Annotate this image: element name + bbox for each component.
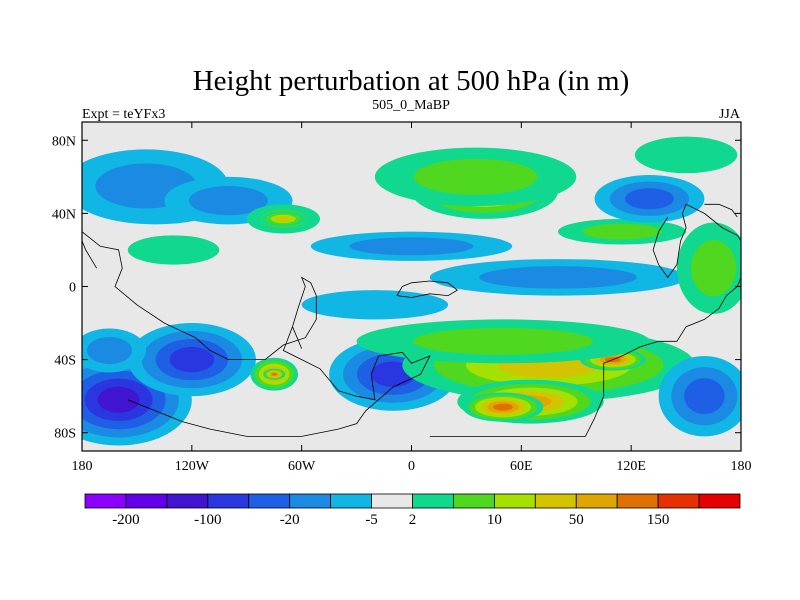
coastline-0: [82, 231, 317, 360]
colorbar-label: -200: [112, 512, 140, 528]
colorbar-label: 50: [569, 512, 584, 528]
colorbar-label: -100: [194, 512, 222, 528]
colorbar-swatch-11: [534, 493, 577, 509]
colorbar-label: -5: [365, 512, 378, 528]
x-tick-label: 120W: [175, 459, 210, 474]
colorbar-swatch-12: [575, 493, 618, 509]
contour-fill-layer: [82, 122, 741, 451]
anomaly-9-level-3: [625, 188, 674, 210]
colorbar-swatch-7: [371, 493, 413, 509]
anomaly-27-level-2: [691, 240, 737, 297]
anomaly-7-level-2: [413, 158, 538, 195]
colorbar-swatch-8: [412, 493, 454, 509]
center-subtitle: 505_0_MaBP: [372, 98, 450, 113]
anomaly-10-level-1: [634, 136, 738, 174]
colorbar-swatch-5: [289, 493, 332, 509]
anomaly-8-level-2: [582, 223, 662, 240]
x-axis-ticks: 180 120W 60W 0 60E 120E 180: [72, 122, 752, 474]
y-tick-label: 80N: [52, 134, 76, 149]
colorbar-swatch-6: [330, 493, 372, 509]
y-axis-ticks: 80N 40N 0 40S 80S: [52, 134, 741, 442]
colorbar-swatch-15: [698, 493, 741, 509]
colorbar-swatch-10: [493, 493, 536, 509]
coastline-6: [82, 240, 97, 269]
x-tick-label: 0: [408, 459, 415, 474]
coastline-1: [127, 326, 431, 437]
expt-label: Expt = teYFx3: [82, 107, 165, 122]
colorbar-swatch-1: [125, 493, 168, 509]
colorbar-swatch-2: [166, 493, 209, 509]
coastline-5: [704, 203, 738, 218]
y-tick-label: 80S: [54, 427, 76, 442]
y-tick-label: 40N: [52, 207, 76, 222]
coastline-3: [396, 280, 459, 298]
season-label: JJA: [719, 107, 741, 122]
anomaly-5-level-4: [275, 216, 292, 222]
anomaly-3-level-2: [189, 185, 268, 216]
colorbar-swatch-14: [657, 493, 700, 509]
y-tick-label: 40S: [54, 354, 76, 369]
anomaly-23-level-2: [479, 266, 637, 289]
coastline-2: [429, 277, 741, 437]
colorbar-swatch-3: [207, 493, 250, 509]
anomaly-19-level-6: [493, 403, 513, 411]
y-tick-label: 0: [69, 281, 76, 296]
coastline-4: [652, 203, 741, 279]
anomaly-26-level-1: [127, 235, 220, 265]
colorbar-label: 150: [647, 512, 670, 528]
x-tick-label: 180: [72, 459, 93, 474]
colorbar-label: 10: [487, 512, 502, 528]
anomaly-14-level-2: [86, 336, 132, 364]
coastline-layer: [82, 203, 741, 437]
anomaly-21-level-2: [412, 327, 594, 355]
anomaly-24-level-2: [349, 237, 474, 256]
x-tick-label: 60E: [510, 459, 533, 474]
colorbar: -200 -100 -20 -5 2 10 50 150: [84, 493, 741, 528]
chart-title: Height perturbation at 500 hPa (in m): [193, 65, 630, 97]
colorbar-label: 2: [409, 512, 417, 528]
colorbar-swatch-4: [248, 493, 291, 509]
colorbar-swatch-9: [453, 493, 495, 509]
anomaly-16-level-6: [271, 372, 277, 376]
x-tick-label: 60W: [288, 459, 316, 474]
x-tick-label: 120E: [616, 459, 646, 474]
colorbar-swatch-13: [616, 493, 659, 509]
colorbar-label: -20: [280, 512, 300, 528]
colorbar-swatch-0: [84, 493, 127, 509]
anomaly-12-level-4: [169, 346, 215, 373]
anomaly-11-level-5: [97, 386, 140, 413]
x-tick-label: 180: [731, 459, 752, 474]
anomaly-22-level-3: [684, 378, 725, 415]
